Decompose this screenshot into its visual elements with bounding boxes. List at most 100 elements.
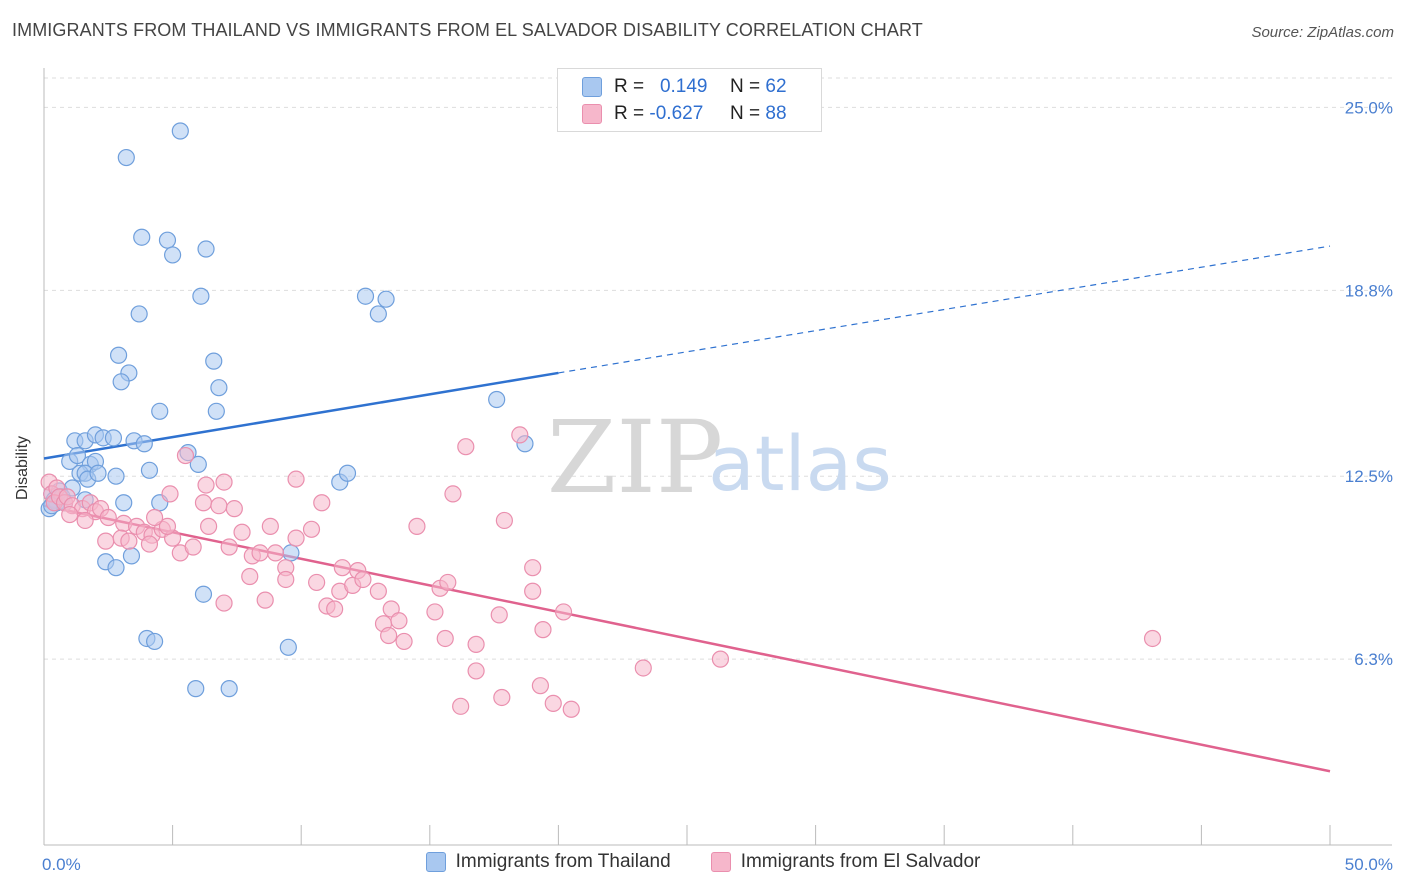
n-label-thailand: N = <box>730 76 761 97</box>
legend-label-thailand: Immigrants from Thailand <box>455 851 671 872</box>
elsalvador-point <box>524 559 542 577</box>
elsalvador-point <box>436 629 454 648</box>
thailand-point <box>89 464 107 482</box>
thailand-point <box>187 680 205 698</box>
elsalvador-point <box>287 470 305 488</box>
elsalvador-point <box>220 538 238 556</box>
elsalvador-point <box>97 532 115 550</box>
n-value-thailand: 62 <box>765 76 787 97</box>
tick-labels: 6.3% 12.5% 18.8% 25.0% 0.0% 50.0% <box>42 98 1393 874</box>
watermark-atlas: atlas <box>708 419 892 508</box>
thailand-point <box>107 467 125 485</box>
thailand-point <box>107 559 125 577</box>
elsalvador-point <box>251 544 269 562</box>
elsalvador-point <box>161 485 179 503</box>
elsalvador-point <box>225 500 243 518</box>
thailand-legend-swatch <box>425 852 446 872</box>
elsalvador-point <box>562 700 580 718</box>
thailand-point <box>104 429 123 447</box>
thailand-point <box>117 148 135 167</box>
thailand-point <box>369 305 387 323</box>
legend-label-elsalvador: Immigrants from El Salvador <box>740 851 981 872</box>
thailand-point <box>115 494 133 512</box>
thailand-point <box>109 346 128 364</box>
watermark-zip: ZIP <box>547 399 723 516</box>
elsalvador-point <box>444 485 462 503</box>
elsalvador-point <box>457 438 475 456</box>
thailand-point <box>282 544 300 562</box>
thailand-point <box>158 231 177 249</box>
r-label-elsalvador: R = <box>614 103 645 124</box>
chart-source: Source: ZipAtlas.com <box>1251 24 1394 41</box>
elsalvador-point <box>308 573 326 592</box>
elsalvador-point <box>200 517 218 535</box>
elsalvador-point <box>408 517 426 535</box>
thailand-point <box>133 228 151 246</box>
stats-row-thailand: R = 0.149 N = 62 <box>582 74 787 100</box>
r-value-thailand: 0.149 <box>659 76 708 97</box>
elsalvador-point <box>76 511 94 530</box>
thailand-point <box>338 464 357 482</box>
elsalvador-point <box>495 511 513 530</box>
elsalvador-point <box>184 538 202 556</box>
watermark: ZIP atlas <box>547 399 892 516</box>
elsalvador-point <box>256 591 274 609</box>
elsalvador-point <box>395 632 413 651</box>
elsalvador-point <box>158 517 177 535</box>
thailand-point <box>356 287 375 305</box>
thailand-point <box>210 379 228 397</box>
thailand-point <box>164 246 182 264</box>
elsalvador-point <box>493 688 511 707</box>
thailand-point <box>135 435 153 453</box>
stats-legend: R = 0.149 N = 62 R = -0.627 N = 88 <box>557 68 822 132</box>
n-label-elsalvador: N = <box>730 103 761 124</box>
legend-item-elsalvador[interactable]: Immigrants from El Salvador <box>710 851 981 873</box>
elsalvador-point <box>99 508 117 527</box>
elsalvador-point <box>369 582 387 600</box>
elsalvador-point <box>711 650 730 668</box>
elsalvador-point <box>426 603 444 621</box>
thailand-point <box>488 390 506 409</box>
elsalvador-point <box>554 603 573 621</box>
thailand-point <box>194 585 213 603</box>
elsalvador-point <box>390 612 408 630</box>
thailand-point <box>220 680 238 698</box>
stats-row-elsalvador: R = -0.627 N = 88 <box>582 101 787 127</box>
thailand-point <box>145 632 164 651</box>
elsalvador-point <box>531 677 549 695</box>
elsalvador-point <box>215 594 233 612</box>
elsalvador-point <box>452 697 470 715</box>
thailand-point <box>197 240 215 258</box>
thailand-point <box>171 122 189 140</box>
elsalvador-point <box>439 573 457 592</box>
elsalvador-point <box>380 626 398 645</box>
elsalvador-point <box>467 662 485 680</box>
thailand-point <box>151 402 169 420</box>
chart-title: IMMIGRANTS FROM THAILAND VS IMMIGRANTS F… <box>12 20 923 40</box>
legend-item-thailand[interactable]: Immigrants from Thailand <box>425 851 671 873</box>
elsalvador-point <box>233 523 251 541</box>
elsalvador-point <box>287 529 305 547</box>
r-label-thailand: R = <box>614 76 645 97</box>
elsalvador-point <box>511 426 529 444</box>
elsalvador-point <box>490 606 508 624</box>
elsalvador-point <box>333 559 351 577</box>
elsalvador-point <box>277 570 295 589</box>
elsalvador-point <box>313 494 331 512</box>
elsalvador-point <box>524 582 542 600</box>
elsalvador-point <box>544 694 562 712</box>
y-tick-label: 12.5% <box>1345 467 1393 486</box>
axes <box>43 68 1392 846</box>
elsalvador-point <box>634 659 652 677</box>
thailand-point <box>207 402 225 420</box>
thailand-point <box>205 352 223 370</box>
elsalvador-point <box>197 476 215 494</box>
elsalvador-point <box>1143 629 1162 648</box>
thailand-point <box>68 446 87 465</box>
y-tick-label: 25.0% <box>1345 98 1393 117</box>
elsalvador-point <box>266 544 285 562</box>
elsalvador-point <box>241 567 259 586</box>
thailand-point <box>122 547 141 565</box>
elsalvador-point <box>210 497 228 515</box>
